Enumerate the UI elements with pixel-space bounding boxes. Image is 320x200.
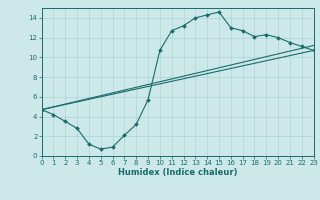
X-axis label: Humidex (Indice chaleur): Humidex (Indice chaleur) xyxy=(118,168,237,177)
